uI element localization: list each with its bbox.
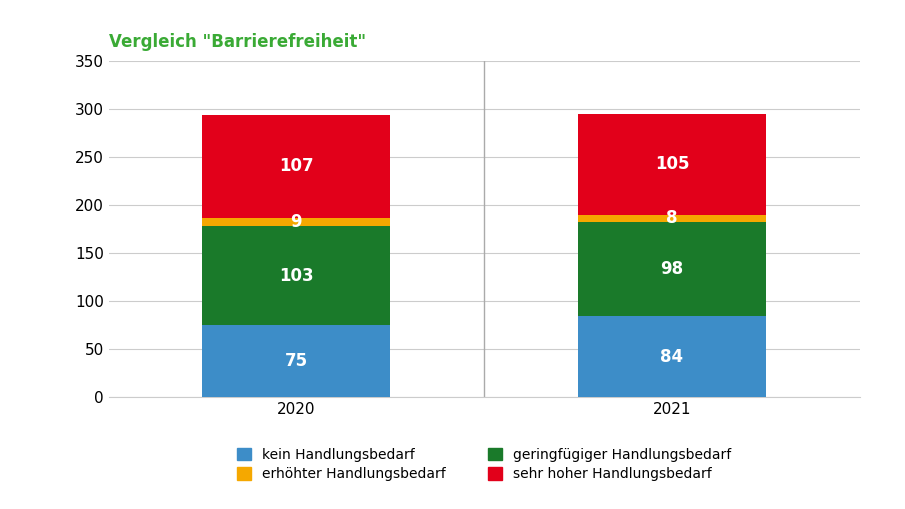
Text: 9: 9 — [291, 213, 302, 231]
Text: 107: 107 — [279, 157, 314, 175]
Text: 75: 75 — [285, 352, 308, 370]
Bar — [203, 217, 390, 226]
Bar — [578, 215, 766, 222]
Bar — [203, 325, 390, 397]
Legend: kein Handlungsbedarf, erhöhter Handlungsbedarf, geringfügiger Handlungsbedarf, s: kein Handlungsbedarf, erhöhter Handlungs… — [237, 447, 731, 481]
Bar — [578, 317, 766, 397]
Text: 105: 105 — [654, 155, 690, 173]
Bar — [203, 115, 390, 217]
Bar — [578, 222, 766, 317]
Text: 8: 8 — [666, 210, 678, 228]
Text: 98: 98 — [661, 261, 683, 278]
Text: Vergleich "Barrierefreiheit": Vergleich "Barrierefreiheit" — [109, 33, 366, 51]
Text: 84: 84 — [661, 348, 683, 365]
Text: 103: 103 — [279, 267, 314, 285]
Bar — [578, 114, 766, 215]
Bar — [203, 226, 390, 325]
